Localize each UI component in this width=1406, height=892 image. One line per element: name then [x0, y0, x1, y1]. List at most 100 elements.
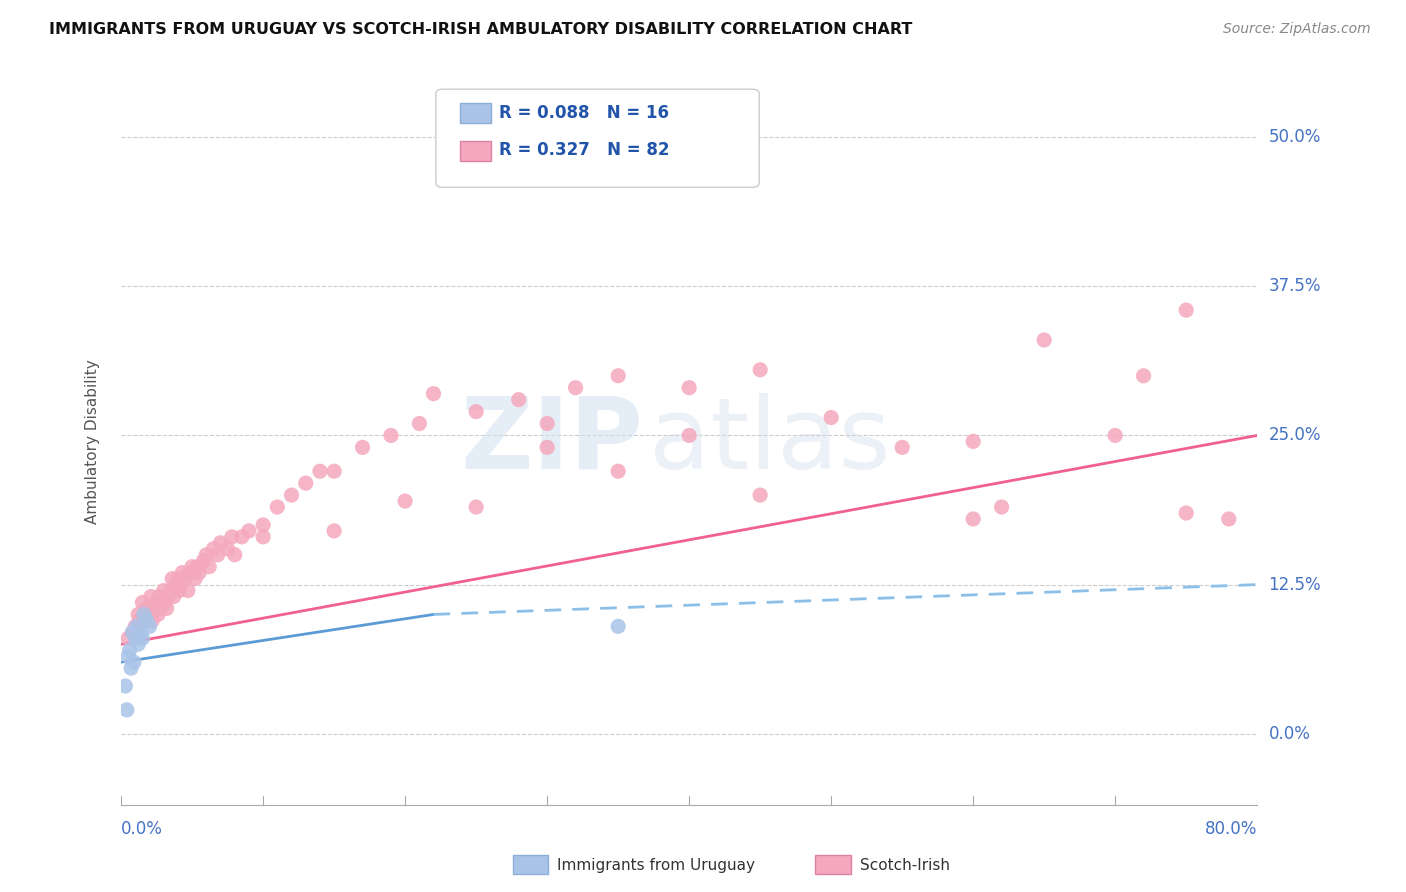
- Point: [165, 577, 187, 591]
- Point: [422, 386, 444, 401]
- Point: [465, 500, 488, 514]
- Point: [156, 590, 179, 604]
- Point: [188, 566, 211, 580]
- Point: [221, 530, 243, 544]
- Point: [155, 601, 177, 615]
- Text: R = 0.088   N = 16: R = 0.088 N = 16: [499, 104, 669, 122]
- Point: [193, 554, 215, 568]
- Text: Immigrants from Uruguay: Immigrants from Uruguay: [557, 858, 755, 872]
- Point: [352, 441, 374, 455]
- Point: [209, 536, 232, 550]
- Point: [252, 530, 274, 544]
- Point: [169, 583, 191, 598]
- Point: [177, 583, 200, 598]
- Point: [820, 410, 842, 425]
- Point: [607, 464, 630, 478]
- Point: [749, 488, 772, 502]
- Point: [124, 632, 146, 646]
- Point: [135, 601, 157, 615]
- Point: [207, 548, 229, 562]
- Point: [138, 607, 160, 622]
- Point: [187, 559, 209, 574]
- Point: [125, 619, 148, 633]
- Point: [120, 661, 142, 675]
- Point: [564, 381, 586, 395]
- Point: [127, 637, 149, 651]
- Point: [678, 381, 700, 395]
- Point: [202, 541, 225, 556]
- Point: [174, 572, 197, 586]
- Point: [181, 559, 204, 574]
- Point: [465, 404, 488, 418]
- Point: [117, 649, 139, 664]
- Point: [536, 417, 558, 431]
- Point: [138, 619, 160, 633]
- Point: [149, 601, 172, 615]
- Point: [172, 566, 194, 580]
- Point: [115, 703, 138, 717]
- Text: 25.0%: 25.0%: [1268, 426, 1322, 444]
- Point: [891, 441, 914, 455]
- Point: [962, 512, 984, 526]
- Point: [139, 590, 162, 604]
- Point: [1104, 428, 1126, 442]
- Point: [195, 548, 218, 562]
- Point: [114, 679, 136, 693]
- Point: [146, 607, 169, 622]
- Point: [122, 655, 145, 669]
- Point: [380, 428, 402, 442]
- Point: [163, 590, 186, 604]
- Point: [117, 632, 139, 646]
- Point: [127, 607, 149, 622]
- Point: [749, 363, 772, 377]
- Text: Scotch-Irish: Scotch-Irish: [860, 858, 950, 872]
- Point: [408, 417, 430, 431]
- Point: [148, 590, 170, 604]
- Text: Source: ZipAtlas.com: Source: ZipAtlas.com: [1223, 22, 1371, 37]
- Point: [309, 464, 332, 478]
- Point: [131, 595, 153, 609]
- Point: [238, 524, 260, 538]
- Point: [124, 619, 146, 633]
- Point: [1175, 303, 1198, 318]
- Point: [224, 548, 246, 562]
- Text: 80.0%: 80.0%: [1205, 820, 1257, 838]
- Text: 0.0%: 0.0%: [121, 820, 163, 838]
- Point: [131, 632, 153, 646]
- Point: [323, 524, 346, 538]
- Point: [536, 441, 558, 455]
- Point: [678, 428, 700, 442]
- Point: [252, 517, 274, 532]
- Point: [607, 368, 630, 383]
- Point: [153, 595, 176, 609]
- Point: [128, 614, 150, 628]
- Point: [1033, 333, 1056, 347]
- Text: ZIP: ZIP: [461, 392, 644, 490]
- Point: [142, 601, 165, 615]
- Text: atlas: atlas: [650, 392, 891, 490]
- Point: [280, 488, 302, 502]
- Point: [294, 476, 316, 491]
- Point: [162, 572, 184, 586]
- Point: [266, 500, 288, 514]
- Point: [1218, 512, 1240, 526]
- Point: [152, 583, 174, 598]
- Point: [132, 607, 155, 622]
- Point: [135, 614, 157, 628]
- Point: [121, 625, 143, 640]
- Point: [145, 595, 167, 609]
- Text: 37.5%: 37.5%: [1268, 277, 1322, 295]
- Point: [121, 625, 143, 640]
- Point: [1132, 368, 1154, 383]
- Point: [990, 500, 1012, 514]
- Point: [132, 607, 155, 622]
- Point: [508, 392, 530, 407]
- Text: IMMIGRANTS FROM URUGUAY VS SCOTCH-IRISH AMBULATORY DISABILITY CORRELATION CHART: IMMIGRANTS FROM URUGUAY VS SCOTCH-IRISH …: [49, 22, 912, 37]
- Point: [231, 530, 253, 544]
- Point: [394, 494, 416, 508]
- Point: [198, 559, 221, 574]
- Y-axis label: Ambulatory Disability: Ambulatory Disability: [86, 359, 100, 524]
- Point: [118, 643, 141, 657]
- Point: [323, 464, 346, 478]
- Text: R = 0.327   N = 82: R = 0.327 N = 82: [499, 141, 669, 159]
